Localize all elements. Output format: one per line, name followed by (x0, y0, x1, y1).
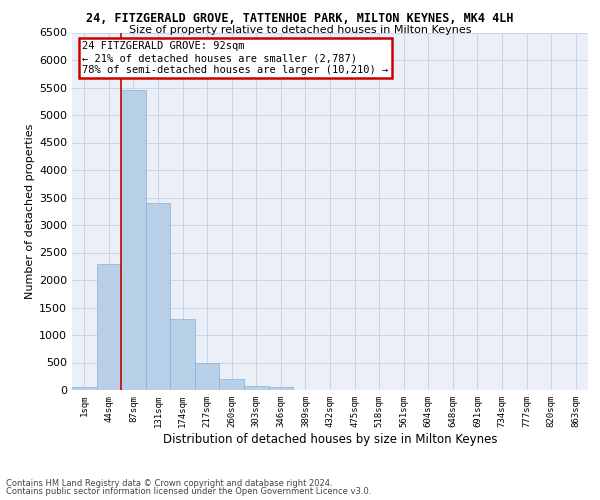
Bar (146, 203, 170, 390)
Bar (220, 379, 244, 390)
Text: Contains HM Land Registry data © Crown copyright and database right 2024.: Contains HM Land Registry data © Crown c… (6, 478, 332, 488)
Bar (72, 387, 97, 390)
Text: Size of property relative to detached houses in Milton Keynes: Size of property relative to detached ho… (129, 25, 471, 35)
Y-axis label: Number of detached properties: Number of detached properties (25, 124, 35, 299)
X-axis label: Distribution of detached houses by size in Milton Keynes: Distribution of detached houses by size … (163, 432, 497, 446)
Bar (195, 363, 220, 390)
Bar (244, 386, 269, 390)
Bar (121, 90, 146, 390)
Text: 24, FITZGERALD GROVE, TATTENHOE PARK, MILTON KEYNES, MK4 4LH: 24, FITZGERALD GROVE, TATTENHOE PARK, MI… (86, 12, 514, 26)
Bar (97, 264, 121, 390)
Bar (170, 318, 195, 390)
Text: 24 FITZGERALD GROVE: 92sqm
← 21% of detached houses are smaller (2,787)
78% of s: 24 FITZGERALD GROVE: 92sqm ← 21% of deta… (82, 42, 389, 74)
Bar (269, 387, 293, 390)
Text: Contains public sector information licensed under the Open Government Licence v3: Contains public sector information licen… (6, 487, 371, 496)
